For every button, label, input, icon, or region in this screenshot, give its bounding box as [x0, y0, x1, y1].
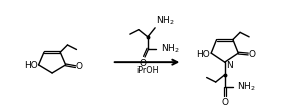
Text: O: O — [140, 59, 147, 68]
Text: HO: HO — [196, 50, 210, 59]
Text: O: O — [248, 50, 255, 59]
Text: iPrOH: iPrOH — [136, 66, 158, 75]
Text: N: N — [227, 61, 233, 70]
Text: NH$_2$: NH$_2$ — [237, 80, 256, 93]
Text: NH$_2$: NH$_2$ — [156, 14, 175, 27]
Text: O: O — [221, 98, 228, 107]
Text: NH$_2$: NH$_2$ — [161, 42, 179, 55]
Text: HO: HO — [24, 61, 38, 70]
Text: O: O — [76, 62, 83, 71]
